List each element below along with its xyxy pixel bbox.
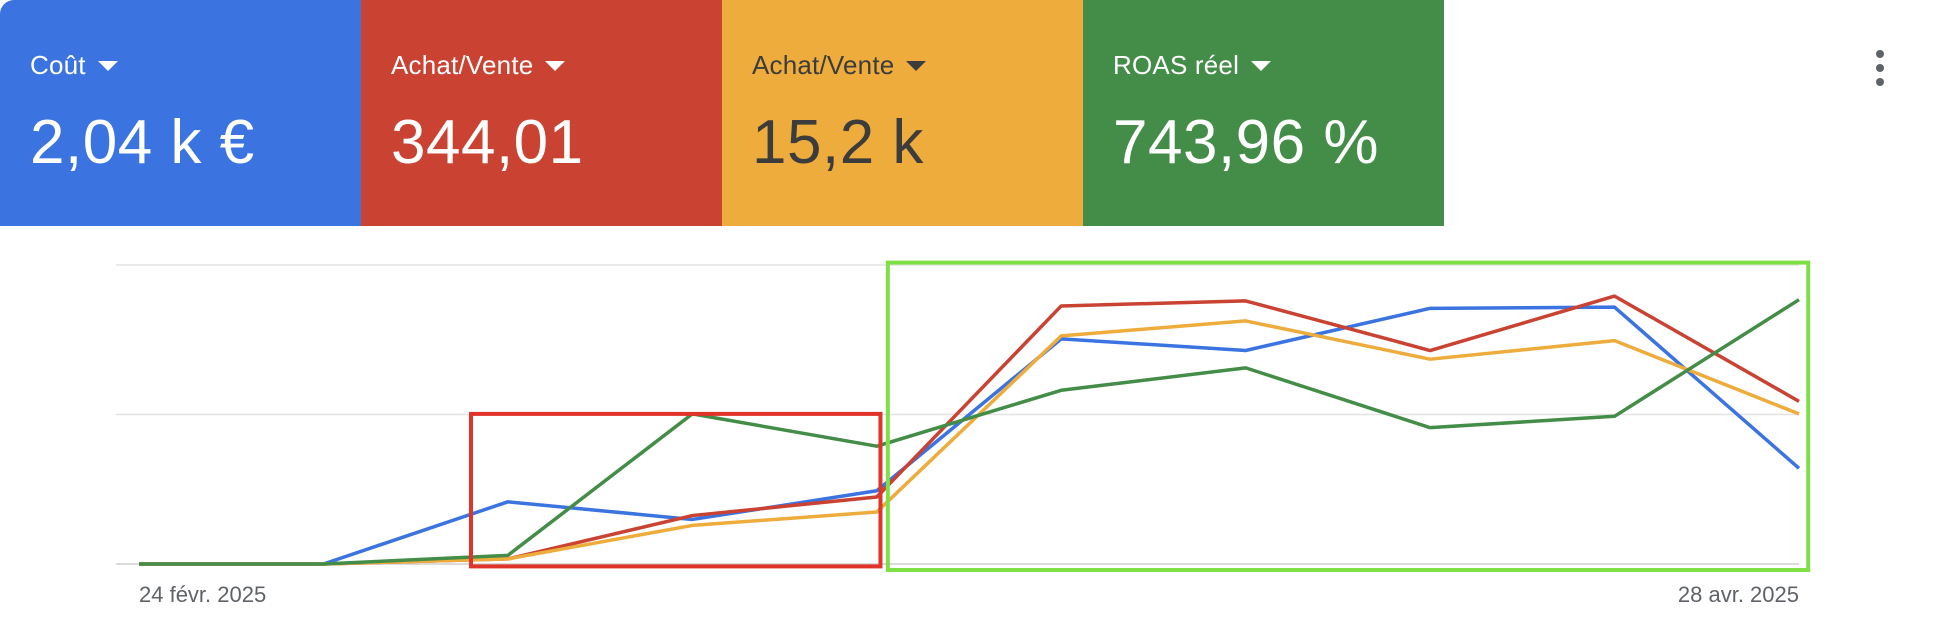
metric-value: 743,96 %: [1113, 108, 1379, 177]
metric-selector[interactable]: Achat/Vente: [391, 48, 722, 82]
metric-value: 15,2 k: [752, 108, 924, 177]
chart-annotations: [469, 260, 1811, 572]
metric-value: 344,01: [391, 108, 584, 177]
series-line-2: [139, 294, 1800, 566]
dropdown-arrow-icon[interactable]: [545, 61, 566, 71]
x-tick-label-last: 28 avr. 2025: [1678, 582, 1799, 607]
metric-selector[interactable]: Achat/Vente: [752, 48, 1083, 82]
x-tick-label-first: 24 févr. 2025: [139, 582, 266, 607]
more-vert-icon-dot: [1876, 78, 1884, 86]
series-line-4: [139, 298, 1800, 566]
dropdown-arrow-icon[interactable]: [1251, 61, 1272, 71]
metric-label: ROAS réel: [1113, 49, 1240, 80]
series-line-3: [139, 319, 1800, 566]
metric-tiles: Coût 2,04 k € Achat/Vente 344,01 Achat/V…: [0, 0, 1444, 226]
metric-tile-purchase-value[interactable]: Achat/Vente 344,01: [361, 0, 722, 226]
dropdown-arrow-icon[interactable]: [906, 61, 927, 71]
metric-selector[interactable]: Coût: [30, 48, 361, 82]
metric-tile-cost[interactable]: Coût 2,04 k €: [0, 0, 361, 226]
series-line-1: [139, 305, 1801, 566]
dropdown-arrow-icon[interactable]: [97, 61, 118, 71]
metric-label: Coût: [30, 49, 86, 80]
metric-tile-roas[interactable]: ROAS réel 743,96 %: [1083, 0, 1444, 226]
metric-value: 2,04 k €: [30, 108, 255, 177]
highlight-rectangle-2: [885, 260, 1811, 572]
highlight-rectangle-1: [469, 411, 883, 569]
metric-label: Achat/Vente: [391, 49, 534, 80]
metric-label: Achat/Vente: [752, 49, 895, 80]
metric-tile-purchase-conversion-value[interactable]: Achat/Vente 15,2 k: [722, 0, 1083, 226]
more-options-button[interactable]: [1860, 44, 1900, 92]
more-vert-icon-dot: [1876, 64, 1884, 72]
chart-series: [139, 294, 1801, 566]
more-vert-icon-dot: [1876, 50, 1884, 58]
metric-selector[interactable]: ROAS réel: [1113, 48, 1444, 82]
